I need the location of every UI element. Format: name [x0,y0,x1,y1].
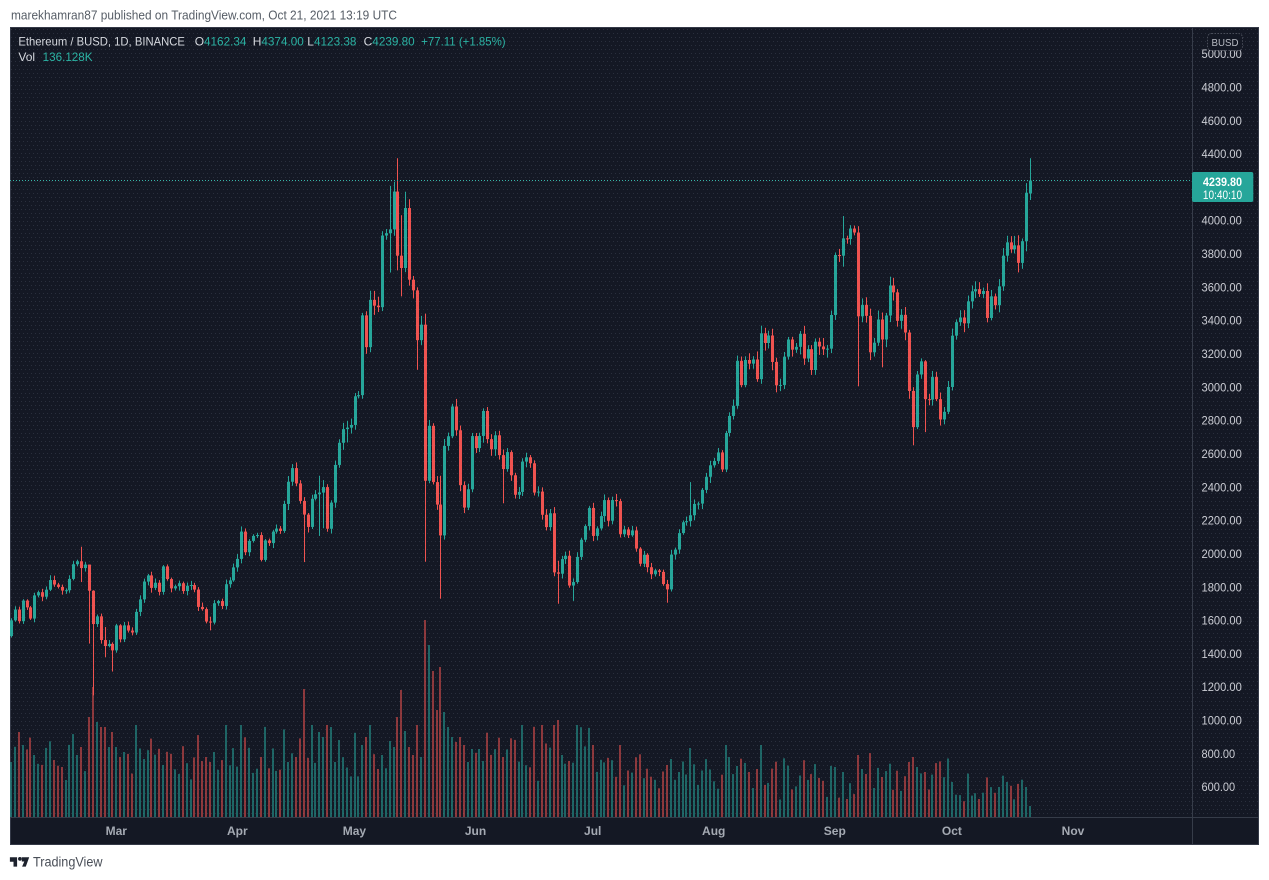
svg-text:136.128K: 136.128K [43,50,93,64]
svg-text:800.00: 800.00 [1202,749,1236,761]
svg-text:4239.80: 4239.80 [1203,177,1242,189]
svg-text:marekhamran87 published on Tra: marekhamran87 published on TradingView.c… [11,9,397,23]
svg-text:Sep: Sep [824,824,846,838]
svg-text:4162.34: 4162.34 [204,35,247,49]
svg-text:2600.00: 2600.00 [1202,449,1242,461]
svg-text:Nov: Nov [1062,824,1085,838]
svg-text:3400.00: 3400.00 [1202,316,1242,328]
svg-text:TradingView: TradingView [33,855,103,870]
svg-text:1000.00: 1000.00 [1202,716,1242,728]
svg-text:2800.00: 2800.00 [1202,416,1242,428]
svg-text:1600.00: 1600.00 [1202,616,1242,628]
svg-text:+77.11 (+1.85%): +77.11 (+1.85%) [421,35,505,49]
svg-text:L: L [307,35,314,49]
svg-text:4600.00: 4600.00 [1202,116,1242,128]
svg-text:Vol: Vol [18,50,35,64]
svg-text:5000.00: 5000.00 [1202,49,1242,61]
svg-text:2000.00: 2000.00 [1202,549,1242,561]
svg-text:BUSD: BUSD [1212,37,1239,49]
svg-text:1400.00: 1400.00 [1202,649,1242,661]
svg-text:10:40:10: 10:40:10 [1203,190,1242,202]
svg-text:Mar: Mar [106,824,128,838]
svg-text:1200.00: 1200.00 [1202,682,1242,694]
svg-text:600.00: 600.00 [1202,782,1236,794]
svg-text:2400.00: 2400.00 [1202,482,1242,494]
svg-text:1800.00: 1800.00 [1202,582,1242,594]
svg-text:3200.00: 3200.00 [1202,349,1242,361]
svg-text:4400.00: 4400.00 [1202,149,1242,161]
svg-text:O: O [195,35,204,49]
svg-text:C: C [364,35,373,49]
svg-text:May: May [343,824,367,838]
svg-text:3600.00: 3600.00 [1202,282,1242,294]
svg-text:4800.00: 4800.00 [1202,83,1242,95]
svg-text:Ethereum / BUSD, 1D, BINANCE: Ethereum / BUSD, 1D, BINANCE [18,35,185,49]
svg-text:Oct: Oct [942,824,962,838]
svg-text:4374.00: 4374.00 [261,35,304,49]
svg-text:3800.00: 3800.00 [1202,249,1242,261]
svg-text:H: H [253,35,262,49]
svg-text:Jun: Jun [465,824,486,838]
svg-text:Apr: Apr [227,824,248,838]
svg-text:4239.80: 4239.80 [372,35,415,49]
svg-text:Jul: Jul [584,824,601,838]
svg-text:3000.00: 3000.00 [1202,382,1242,394]
svg-text:Aug: Aug [702,824,725,838]
svg-text:2200.00: 2200.00 [1202,516,1242,528]
svg-text:4000.00: 4000.00 [1202,216,1242,228]
svg-text:4123.38: 4123.38 [314,35,357,49]
